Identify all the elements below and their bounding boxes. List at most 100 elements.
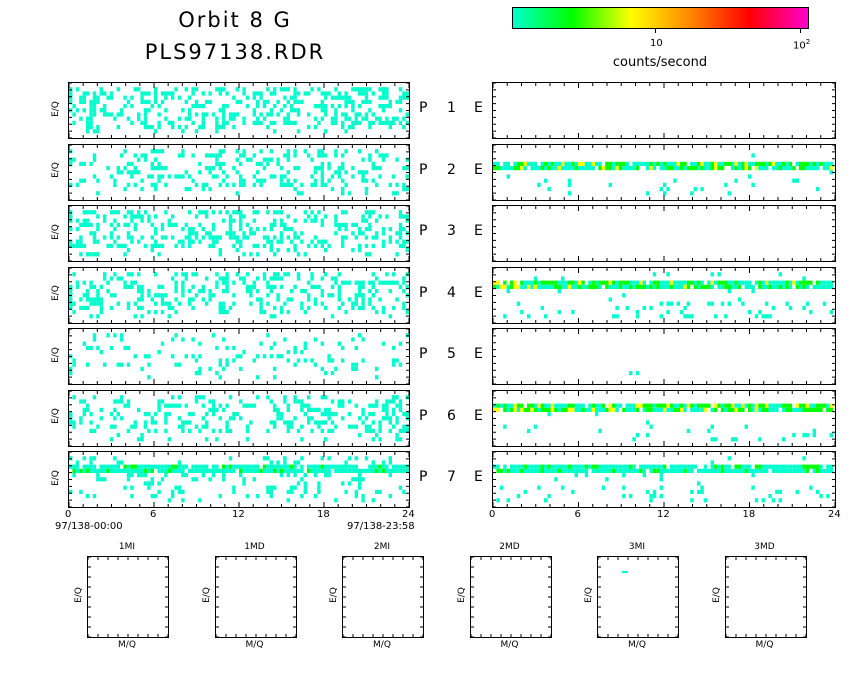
heatmap-cell xyxy=(395,432,399,437)
heatmap-cell xyxy=(194,104,199,109)
heatmap-cell xyxy=(303,91,307,96)
heatmap-cell xyxy=(659,403,663,408)
heatmap-cell xyxy=(344,91,348,96)
heatmap-cell xyxy=(307,214,311,219)
heatmap-cell xyxy=(276,296,280,302)
heatmap-cell xyxy=(140,305,144,310)
heatmap-cell xyxy=(334,108,338,113)
heatmap-cell xyxy=(816,403,820,408)
heatmap-cell xyxy=(218,362,222,367)
heatmap-cell xyxy=(300,407,304,412)
heatmap-cell xyxy=(225,271,229,276)
heatmap-cell xyxy=(506,165,510,170)
heatmap-cell xyxy=(595,411,599,416)
row-label-number: 1 xyxy=(447,100,456,116)
heatmap-cell xyxy=(405,424,409,429)
heatmap-cell xyxy=(293,362,297,367)
heatmap-cell xyxy=(632,436,636,441)
heatmap-cell xyxy=(150,481,154,486)
heatmap-cell xyxy=(160,227,165,232)
heatmap-cell xyxy=(273,235,277,240)
heatmap-cell xyxy=(601,468,606,473)
heatmap-cell xyxy=(188,95,192,100)
heatmap-cell xyxy=(402,464,406,469)
heatmap-cell xyxy=(201,468,205,473)
heatmap-cell xyxy=(293,91,297,96)
heatmap-cell xyxy=(714,436,718,441)
heatmap-cell xyxy=(354,120,358,125)
heatmap-cell xyxy=(663,190,667,195)
heatmap-cell xyxy=(69,366,73,371)
heatmap-cell xyxy=(89,210,93,215)
heatmap-cell xyxy=(395,403,399,408)
heatmap-cell xyxy=(499,165,504,170)
heatmap-cell xyxy=(744,165,748,170)
heatmap-cell xyxy=(293,186,297,191)
heatmap-cell xyxy=(313,218,318,223)
heatmap-cell xyxy=(171,394,175,399)
heatmap-cell xyxy=(150,222,154,227)
heatmap-cell xyxy=(181,419,185,425)
heatmap-cell xyxy=(218,301,222,306)
heatmap-cell xyxy=(215,120,219,125)
heatmap-cell xyxy=(113,218,117,223)
heatmap-cell xyxy=(683,464,687,469)
heatmap-cell xyxy=(598,161,602,166)
heatmap-cell xyxy=(758,280,762,285)
heatmap-cell xyxy=(520,464,524,469)
heatmap-cell xyxy=(778,468,782,473)
heatmap-cell xyxy=(225,173,229,179)
heatmap-cell xyxy=(320,243,324,248)
heatmap-cell xyxy=(378,120,382,125)
heatmap-cell xyxy=(69,157,73,162)
heatmap-cell xyxy=(639,280,643,285)
heatmap-cell xyxy=(523,468,527,473)
y-axis-label: E/Q xyxy=(51,223,61,240)
heatmap-cell xyxy=(106,165,110,170)
heatmap-cell xyxy=(330,275,335,281)
heatmap-cell xyxy=(378,464,382,469)
heatmap-cell xyxy=(143,112,148,117)
heatmap-cell xyxy=(341,358,345,363)
heatmap-cell xyxy=(82,468,86,473)
heatmap-cell xyxy=(160,235,165,240)
heatmap-cell xyxy=(320,152,324,158)
heatmap-cell xyxy=(768,464,772,469)
heatmap-cell xyxy=(523,464,527,469)
heatmap-cell xyxy=(157,243,161,248)
heatmap-cell xyxy=(235,235,239,240)
heatmap-cell xyxy=(368,108,372,113)
heatmap-cell xyxy=(378,424,382,429)
heatmap-cell xyxy=(516,407,521,412)
heatmap-cell xyxy=(75,87,80,92)
heatmap-cell xyxy=(167,301,171,306)
heatmap-cell xyxy=(506,288,510,293)
heatmap-cell xyxy=(296,398,301,404)
heatmap-cell xyxy=(669,407,674,412)
heatmap-cell xyxy=(795,403,799,408)
heatmap-cell xyxy=(137,464,141,469)
heatmap-cell xyxy=(276,468,280,473)
heatmap-cell xyxy=(385,116,389,121)
heatmap-cell xyxy=(381,227,386,232)
heatmap-cell xyxy=(140,313,144,318)
heatmap-cell xyxy=(751,407,755,412)
heatmap-cell xyxy=(269,112,273,117)
heatmap-cell xyxy=(290,239,294,244)
heatmap-cell xyxy=(242,116,246,121)
heatmap-cell xyxy=(516,468,521,473)
heatmap-cell xyxy=(649,284,653,289)
heatmap-cell xyxy=(327,91,331,96)
heatmap-cell xyxy=(232,231,236,236)
heatmap-cell xyxy=(792,464,796,469)
heatmap-cell xyxy=(635,313,640,318)
heatmap-cell xyxy=(402,305,406,310)
heatmap-cell xyxy=(663,468,667,473)
heatmap-cell xyxy=(232,358,236,363)
heatmap-cell xyxy=(320,222,324,227)
heatmap-cell xyxy=(276,99,280,104)
heatmap-cell xyxy=(188,210,192,215)
heatmap-cell xyxy=(557,288,561,293)
x-tick-label-left: 24 xyxy=(402,509,415,520)
heatmap-cell xyxy=(802,165,806,170)
